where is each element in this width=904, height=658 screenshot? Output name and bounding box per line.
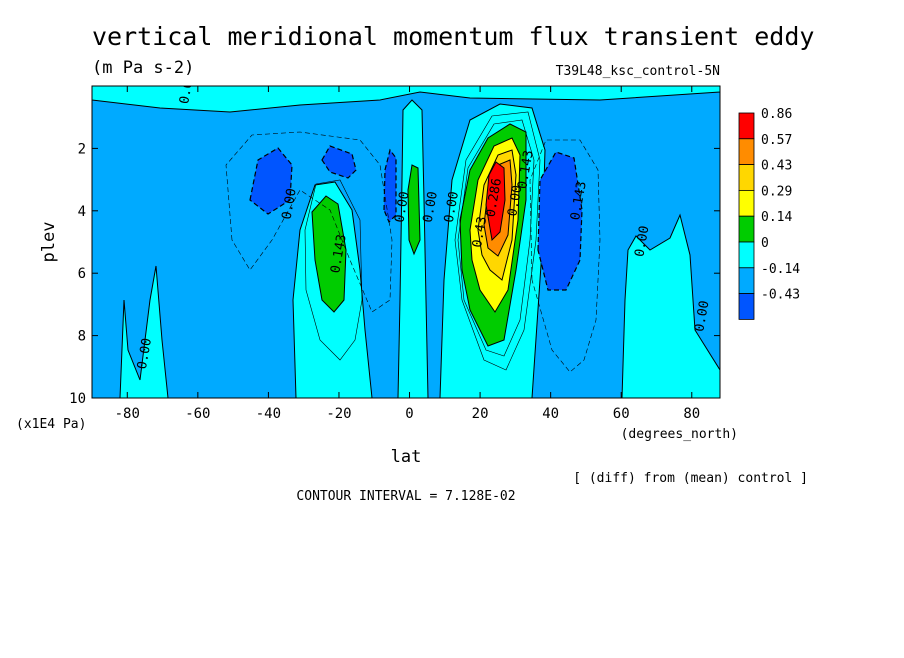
field-positive-cell-sh (311, 195, 347, 313)
contour-label: 0.143 (568, 180, 590, 221)
thin-contours (304, 111, 541, 371)
contour-label: 0.00 (135, 337, 155, 370)
field-negative-cell-sh-west (249, 147, 293, 215)
x-tick-label: 0 (405, 406, 413, 422)
field-positive-nh-core (485, 161, 506, 242)
contour-label: 0.143 (328, 233, 350, 274)
y-axis-label: plev (39, 222, 59, 263)
plot-frame (91, 85, 721, 399)
x-tick-label: 80 (683, 406, 700, 422)
colorbar-swatch (738, 112, 755, 140)
colorbar-label: 0.86 (761, 107, 792, 122)
colorbar-label: 0.14 (761, 210, 792, 225)
y-tick-label: 2 (78, 141, 86, 157)
units-label: (m Pa s-2) (92, 58, 194, 78)
thin-contour-nh-outer (454, 111, 541, 371)
contour-label: 0.00 (442, 190, 462, 223)
run-label: T39L48_ksc_control-5N (556, 64, 720, 79)
y-tick-label: 4 (78, 204, 86, 220)
colorbar-label: 0 (761, 236, 769, 251)
contour-label: 0.00 (505, 184, 525, 217)
contour-label: 0.143 (515, 149, 537, 190)
y-tick-label: 8 (78, 329, 86, 345)
x-tick-label: -20 (326, 406, 351, 422)
x-tick-label: 60 (613, 406, 630, 422)
dashed-contours (225, 131, 601, 373)
contour-label: 0.00 (280, 187, 300, 220)
colorbar-swatch (738, 241, 755, 269)
dashed-contour-sh (225, 131, 393, 313)
contour-label: 0.00 (392, 190, 412, 223)
colorbar-swatch (738, 293, 755, 320)
contour-label: 0.286 (483, 177, 505, 218)
field-zero-sw-spike (119, 265, 169, 398)
chart-title: vertical meridional momentum flux transi… (92, 22, 814, 51)
contour-label: 0.00 (632, 225, 652, 258)
x-axis: -80 -60 -40 -20 0 20 40 60 80 (115, 86, 700, 422)
contour-interval: CONTOUR INTERVAL = 7.128E-02 (296, 489, 515, 504)
x-axis-label: lat (391, 447, 422, 467)
y-axis-units: (x1E4 Pa) (16, 417, 86, 432)
colorbar-swatch (738, 215, 755, 243)
thin-contour-sh (304, 179, 363, 361)
x-tick-label: 20 (472, 406, 489, 422)
contour-label: 0.00 (421, 190, 441, 223)
diff-note: [ (diff) from (mean) control ] (573, 471, 808, 486)
colorbar-label: 0.29 (761, 184, 792, 199)
colorbar-label: -0.43 (761, 288, 800, 303)
colorbar: 0.86 0.57 0.43 0.29 0.14 0 -0.14 -0.43 (738, 107, 800, 320)
colorbar-swatch (738, 138, 755, 166)
y-axis: 2 4 6 8 10 (69, 141, 720, 407)
field-negative-cell-nh (537, 151, 583, 291)
dashed-contour-nh (529, 139, 601, 373)
contour-label: 0.00 (177, 72, 197, 105)
thin-contour-nh-mid (457, 119, 535, 357)
contour-label: 0.00 (692, 300, 712, 333)
y-tick-label: 10 (69, 391, 86, 407)
x-axis-units: (degrees_north) (621, 427, 738, 442)
field-positive-cell-equator (407, 164, 421, 256)
x-tick-label: -40 (256, 406, 281, 422)
colorbar-label: -0.14 (761, 262, 800, 277)
field-zero-top-band (92, 86, 720, 113)
contour-label: 0.43 (470, 215, 490, 248)
x-tick-label: 40 (542, 406, 559, 422)
colorbar-swatch (738, 267, 755, 294)
field-zero-nh-east (621, 213, 720, 398)
colorbar-label: 0.57 (761, 133, 792, 148)
x-tick-label: -80 (115, 406, 140, 422)
colorbar-swatch (738, 189, 755, 217)
x-tick-label: -60 (185, 406, 210, 422)
colorbar-swatch (738, 164, 755, 191)
field-negative-cell-sh-east (321, 145, 357, 179)
colorbar-label: 0.43 (761, 159, 792, 174)
y-tick-label: 6 (78, 266, 86, 282)
